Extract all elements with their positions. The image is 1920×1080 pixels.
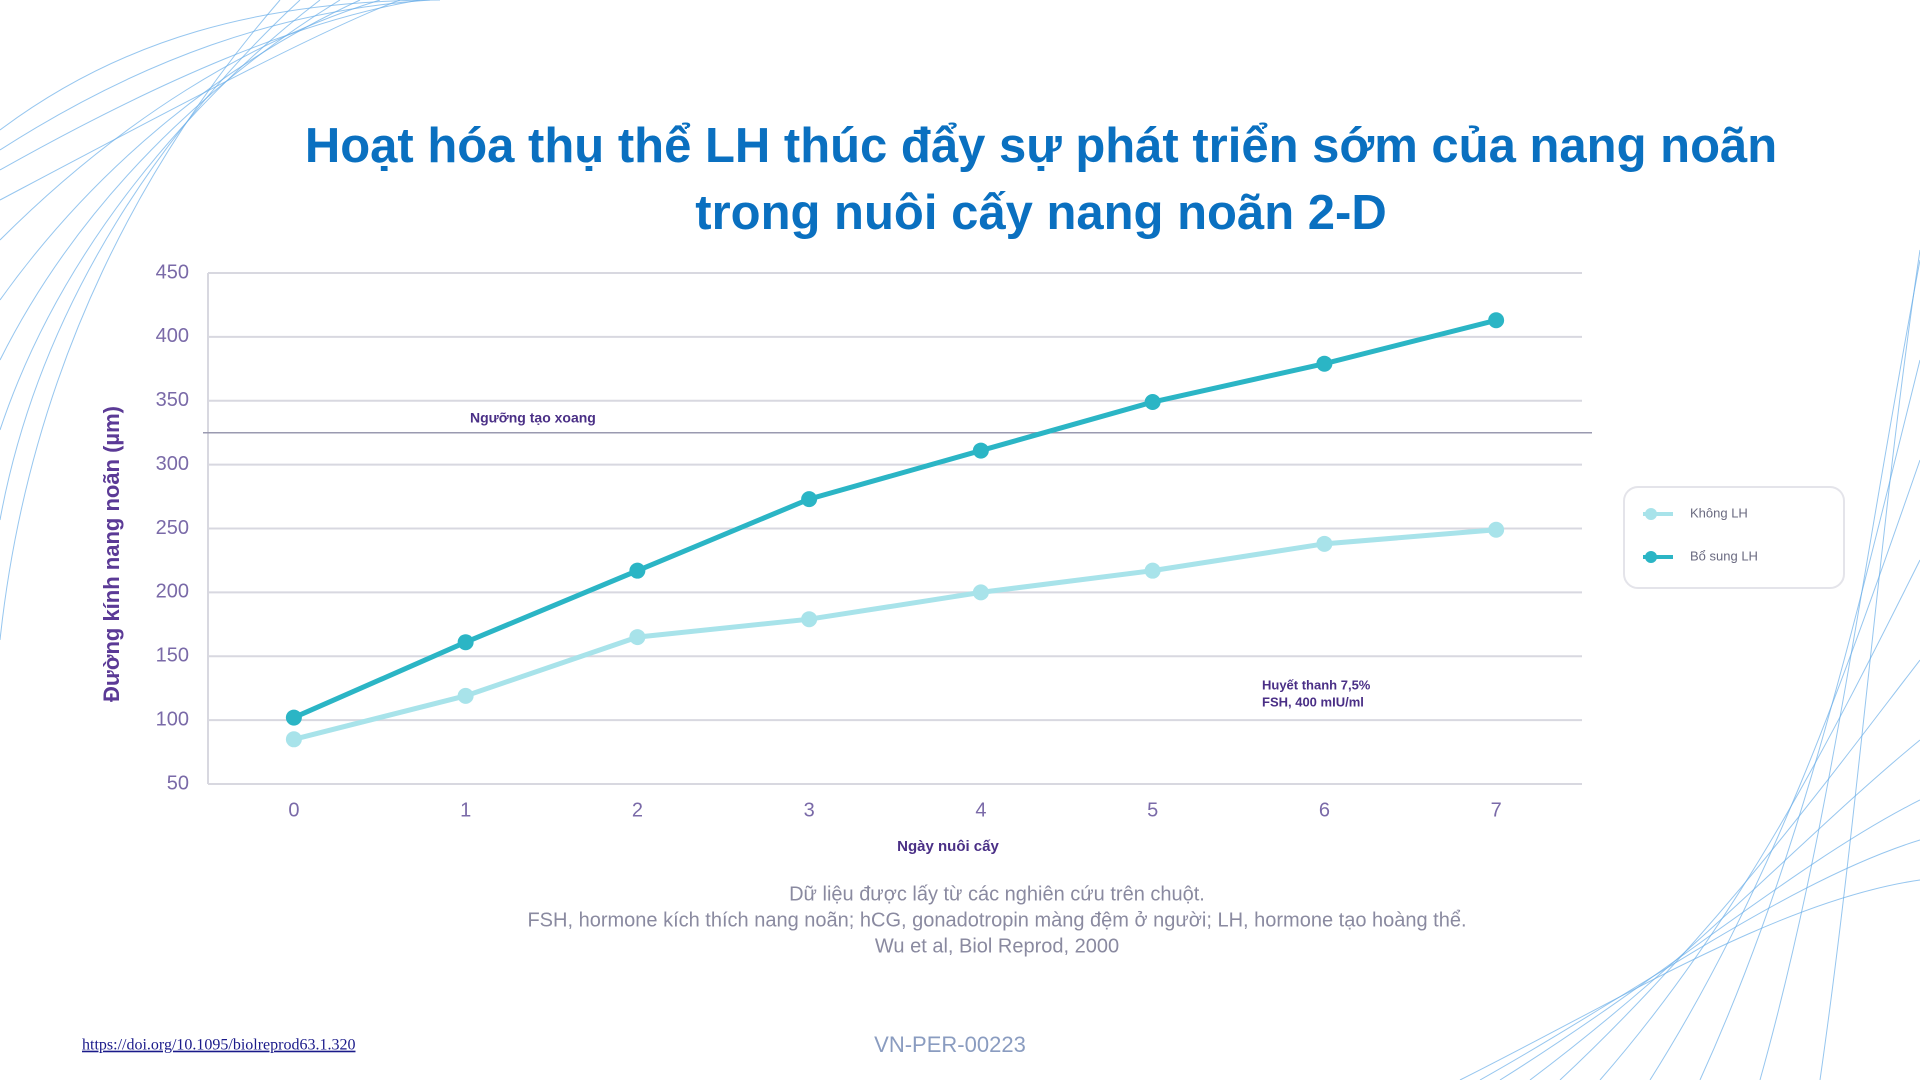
chart-title: trong nuôi cấy nang noãn 2-D	[695, 186, 1386, 240]
condition-note: FSH, 400 mIU/ml	[1262, 694, 1364, 709]
y-tick-label: 300	[156, 453, 189, 475]
series-line	[292, 317, 1497, 720]
data-point	[1144, 562, 1161, 579]
condition-note: Huyết thanh 7,5%	[1262, 677, 1371, 692]
data-point	[457, 634, 474, 651]
legend-label: Không LH	[1690, 505, 1748, 520]
y-tick-label: 400	[156, 325, 189, 347]
y-tick-label: 100	[156, 708, 189, 730]
y-tick-label: 50	[167, 772, 189, 794]
data-point	[1144, 394, 1161, 411]
data-point	[285, 731, 302, 748]
data-point	[629, 562, 646, 579]
doi-link[interactable]: https://doi.org/10.1095/biolreprod63.1.3…	[82, 1037, 355, 1054]
data-point	[629, 629, 646, 646]
data-point	[457, 687, 474, 704]
footnote: Wu et al, Biol Reprod, 2000	[875, 935, 1119, 957]
data-point	[801, 491, 818, 508]
x-tick-label: 3	[804, 799, 815, 821]
x-tick-label: 5	[1147, 799, 1158, 821]
x-tick-label: 6	[1319, 799, 1330, 821]
legend-box	[1623, 486, 1845, 589]
data-point	[1316, 535, 1333, 552]
footnote: FSH, hormone kích thích nang noãn; hCG, …	[527, 909, 1466, 931]
data-point	[1488, 312, 1505, 329]
legend-swatch	[1645, 508, 1657, 520]
y-tick-label: 450	[156, 261, 189, 283]
x-tick-label: 4	[975, 799, 986, 821]
x-tick-label: 2	[632, 799, 643, 821]
x-tick-label: 0	[288, 799, 299, 821]
data-point	[285, 709, 302, 726]
chart-title: Hoạt hóa thụ thể LH thúc đẩy sự phát tri…	[305, 119, 1777, 173]
legend-label: Bổ sung LH	[1690, 548, 1758, 563]
y-tick-label: 350	[156, 389, 189, 411]
footnote: Dữ liệu được lấy từ các nghiên cứu trên …	[789, 883, 1205, 905]
x-tick-label: 1	[460, 799, 471, 821]
x-tick-label: 7	[1491, 799, 1502, 821]
y-axis-label: Đường kính nang noãn (µm)	[99, 406, 124, 702]
legend-swatch	[1645, 551, 1657, 563]
data-point	[1488, 521, 1505, 538]
y-tick-label: 200	[156, 581, 189, 603]
y-tick-label: 150	[156, 645, 189, 667]
data-point	[1316, 355, 1333, 372]
document-code: VN-PER-00223	[874, 1032, 1026, 1057]
series-line	[293, 527, 1497, 742]
data-point	[801, 611, 818, 628]
data-point	[972, 584, 989, 601]
y-tick-label: 250	[156, 517, 189, 539]
x-axis-label: Ngày nuôi cấy	[897, 838, 999, 855]
data-point	[972, 442, 989, 459]
threshold-label: Ngưỡng tạo xoang	[470, 409, 596, 425]
